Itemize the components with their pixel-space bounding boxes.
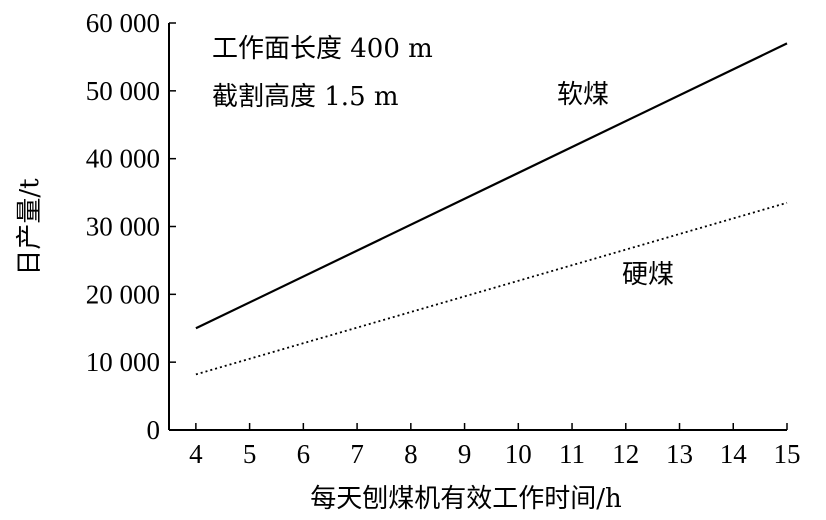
x-ticks: 4 5 6 7 8 9 10 11 12 13 14 15	[189, 423, 801, 469]
series-line-hard-coal	[195, 201, 788, 376]
x-tick-label: 9	[458, 439, 472, 469]
x-tick-label: 6	[297, 439, 311, 469]
x-tick-label: 5	[243, 439, 257, 469]
y-tick-label: 20 000	[86, 279, 160, 309]
y-tick-label: 10 000	[86, 347, 160, 377]
x-tick-label: 10	[505, 439, 532, 469]
series-line-soft-coal	[195, 42, 788, 330]
x-tick-label: 7	[350, 439, 364, 469]
series	[195, 42, 788, 376]
y-axis-label: 日产量/t	[15, 178, 45, 276]
x-tick-label: 8	[404, 439, 418, 469]
y-tick-label: 30 000	[86, 212, 160, 242]
x-tick-label: 4	[189, 439, 203, 469]
y-ticks: 0 10 000 20 000 30 000 40 000 50 000 60 000	[86, 8, 176, 445]
series-label-soft: 软煤	[557, 80, 609, 110]
y-tick-label: 0	[147, 415, 161, 445]
x-tick-label: 15	[774, 439, 801, 469]
x-tick-label: 12	[612, 439, 639, 469]
x-axis-label: 每天刨煤机有效工作时间/h	[310, 484, 622, 514]
annotation-length: 工作面长度 400 m	[212, 34, 433, 64]
x-tick-label: 11	[559, 439, 585, 469]
x-tick-label: 14	[720, 439, 748, 469]
y-tick-label: 50 000	[86, 76, 160, 106]
annotation-height: 截割高度 1.5 m	[212, 82, 399, 112]
x-tick-label: 13	[666, 439, 693, 469]
y-tick-label: 60 000	[86, 8, 160, 38]
y-tick-label: 40 000	[86, 144, 160, 174]
series-label-hard: 硬煤	[622, 260, 674, 290]
